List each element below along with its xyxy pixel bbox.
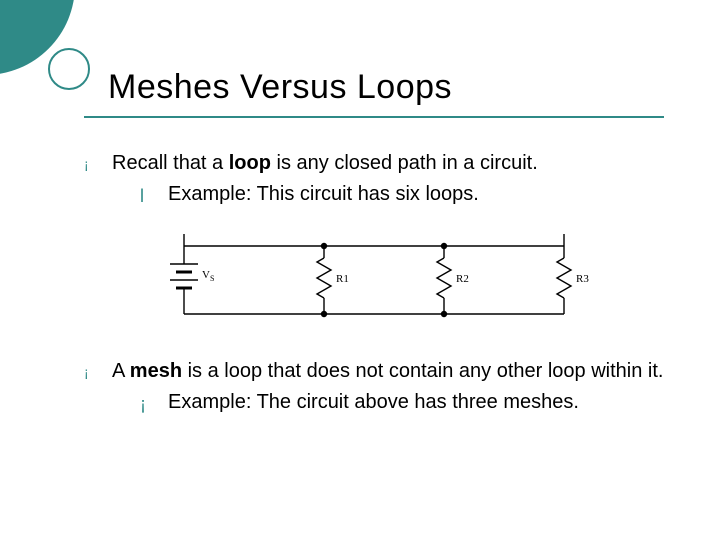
circuit-diagram: VS R1 R2 R3 (144, 226, 604, 336)
bullet-2: ¡ A mesh is a loop that does not contain… (84, 358, 664, 416)
bullet-1: ¡ Recall that a loop is any closed path … (84, 150, 664, 208)
bullet-marker-l2: ¡ (140, 389, 168, 416)
page-title: Meshes Versus Loops (108, 68, 452, 107)
b2-sub-text: Example: The circuit above has three mes… (168, 389, 664, 416)
bullet-1-text: Recall that a loop is any closed path in… (112, 150, 664, 208)
b2-post: is a loop that does not contain any othe… (182, 360, 663, 382)
b1-sub-text: Example: This circuit has six loops. (168, 181, 664, 208)
b2-bold: mesh (130, 360, 182, 382)
b1-post: is any closed path in a circuit. (271, 152, 538, 174)
bullet-2-text: A mesh is a loop that does not contain a… (112, 358, 664, 416)
circuit-svg: VS R1 R2 R3 (144, 226, 604, 336)
label-r2: R2 (456, 273, 469, 285)
bullet-2-sub: ¡ Example: The circuit above has three m… (112, 389, 664, 416)
title-underline (84, 116, 664, 118)
b2-pre: A (112, 360, 130, 382)
b1-bold: loop (229, 152, 271, 174)
bullet-marker-l1: ¡ (84, 150, 112, 174)
label-r3: R3 (576, 273, 589, 285)
label-vs: VS (202, 269, 214, 283)
decor-circle-small (48, 48, 90, 90)
bullet-marker-l2: l (140, 181, 168, 208)
label-r1: R1 (336, 273, 349, 285)
b1-pre: Recall that a (112, 152, 229, 174)
bullet-1-sub: l Example: This circuit has six loops. (112, 181, 664, 208)
content-area: ¡ Recall that a loop is any closed path … (84, 150, 664, 417)
bullet-marker-l1: ¡ (84, 358, 112, 382)
